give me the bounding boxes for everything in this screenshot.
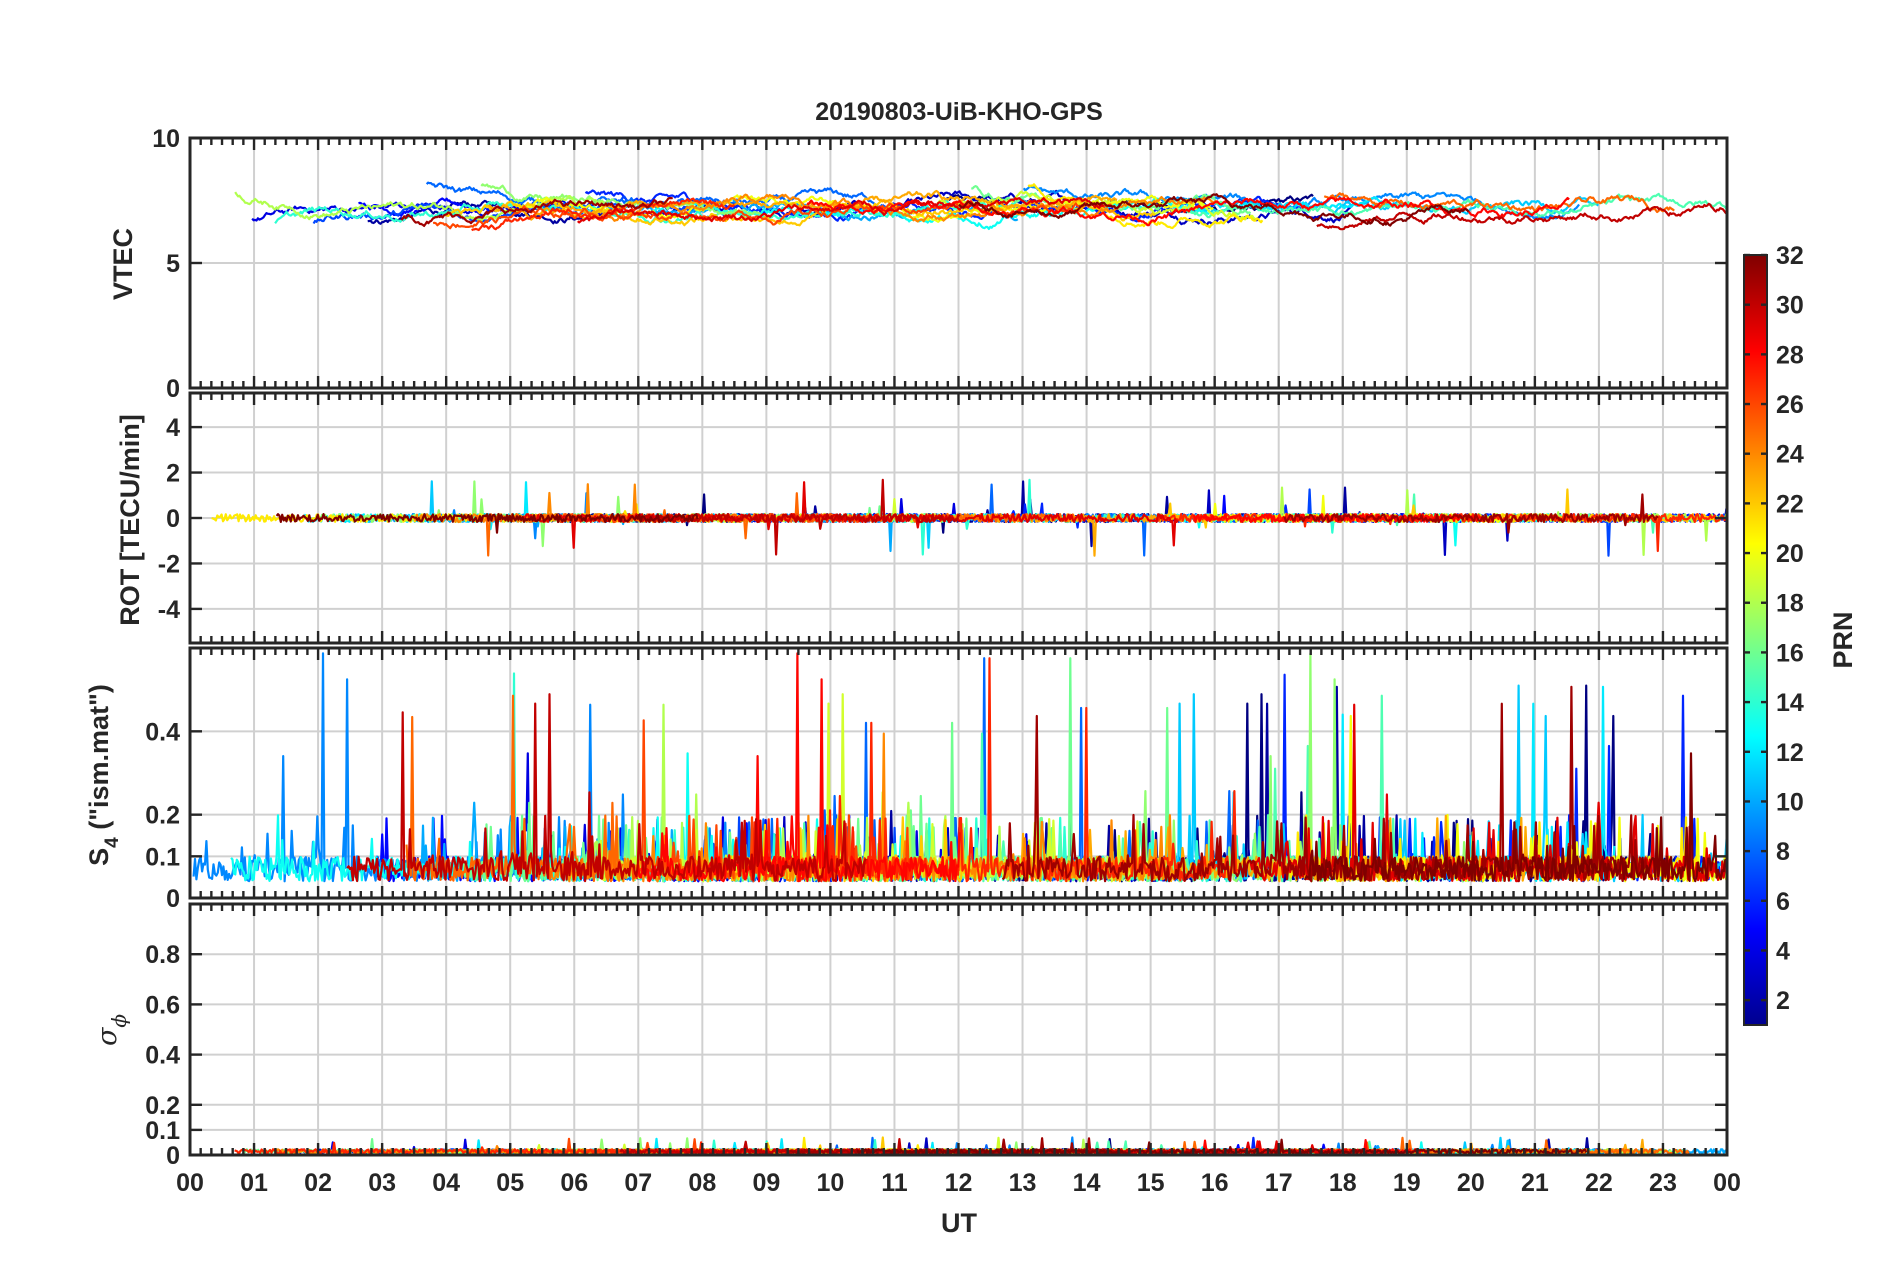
y-tick-label: 0	[166, 505, 180, 533]
x-tick-label: 08	[688, 1169, 716, 1197]
y-tick-label: 0.8	[145, 941, 180, 969]
y-tick-label: 0.4	[145, 1042, 180, 1070]
y-label-sigma-phi: σϕ	[92, 1014, 131, 1046]
x-tick-label: 19	[1393, 1169, 1421, 1197]
colorbar-tick-label: 18	[1776, 590, 1804, 618]
traces	[192, 652, 1729, 883]
y-tick-label: 0.2	[145, 802, 180, 830]
colorbar-tick-label: 20	[1776, 540, 1804, 568]
x-tick-label: 12	[945, 1169, 973, 1197]
colorbar-tick-label: 14	[1776, 689, 1804, 717]
x-tick-label: 01	[240, 1169, 268, 1197]
panel-s4: 0 0.1 0.2 0.4	[145, 646, 1729, 913]
colorbar-tick-label: 28	[1776, 341, 1804, 369]
y-tick-label: 0	[166, 375, 180, 403]
x-tick-label: 21	[1521, 1169, 1549, 1197]
trace-prn-28	[636, 652, 961, 883]
y-label-s4-sub: 4	[102, 837, 123, 848]
trace-prn-11	[1202, 196, 1600, 215]
y-label-vtec: VTEC	[108, 228, 138, 300]
trace-prn-19	[936, 190, 1256, 221]
y-tick-label: -2	[158, 550, 180, 578]
y-tick-label: 0	[166, 885, 180, 913]
trace-prn-24	[591, 193, 1218, 223]
x-tick-label: 04	[432, 1169, 460, 1197]
colorbar-tick-label: 16	[1776, 639, 1804, 667]
y-tick-label: 0	[166, 1142, 180, 1170]
colorbar-tick-label: 10	[1776, 788, 1804, 816]
x-tick-label: 09	[752, 1169, 780, 1197]
y-label-s4-rest: ("ism.mat")	[84, 684, 114, 837]
x-tick-label: 14	[1073, 1169, 1101, 1197]
trace-prn-32	[958, 193, 1470, 227]
colorbar	[1743, 254, 1768, 1026]
trace-prn-27	[748, 657, 1239, 883]
x-tick-label: 15	[1137, 1169, 1165, 1197]
trace-prn-18	[234, 191, 605, 222]
colorbar-tick-label: 8	[1776, 838, 1790, 866]
y-tick-label: 0.1	[145, 843, 180, 871]
trace-prn-31	[400, 196, 673, 227]
x-axis-label: UT	[941, 1208, 977, 1238]
colorbar-tick-label: 12	[1776, 739, 1804, 767]
panel-vtec: 0 5 10	[152, 125, 1729, 403]
y-tick-label: 4	[166, 414, 180, 442]
y-tick-label: 10	[152, 125, 180, 153]
x-tick-label: 10	[817, 1169, 845, 1197]
trace-prn-30	[346, 693, 867, 883]
trace-prn-30	[637, 478, 961, 556]
y-label-sigma-sub: ϕ	[107, 1014, 131, 1028]
colorbar-tick-label: 2	[1776, 987, 1790, 1015]
x-tick-label: 00	[176, 1169, 204, 1197]
y-tick-label: 0.6	[145, 991, 180, 1019]
y-tick-label: 2	[166, 460, 180, 488]
colorbar-tick-label: 30	[1776, 292, 1804, 320]
trace-prn-30	[1316, 202, 1729, 231]
colorbar-tick-label: 32	[1776, 242, 1804, 270]
trace-prn-25	[1323, 192, 1675, 214]
x-tick-label: 16	[1201, 1169, 1229, 1197]
y-tick-label: 0.4	[145, 718, 180, 746]
colorbar-tick-label: 22	[1776, 490, 1804, 518]
x-tick-label: 20	[1457, 1169, 1485, 1197]
colorbar-tick-label: 26	[1776, 391, 1804, 419]
trace-prn-31	[1283, 493, 1659, 534]
trace-prn-31	[1001, 685, 1654, 883]
trace-prn-29	[577, 197, 1105, 224]
y-tick-label: -4	[158, 596, 180, 624]
x-tick-label: 00	[1713, 1169, 1741, 1197]
x-tick-label: 05	[496, 1169, 524, 1197]
y-label-s4-main: S	[84, 848, 114, 866]
x-tick-label: 11	[881, 1169, 908, 1197]
x-tick-label: 07	[624, 1169, 652, 1197]
trace-prn-32	[275, 512, 699, 534]
x-tick-label: 22	[1585, 1169, 1613, 1197]
trace-prn-32	[1303, 752, 1729, 883]
x-tick-label: 06	[560, 1169, 588, 1197]
colorbar-tick-label: 6	[1776, 888, 1790, 916]
y-label-s4: S4 ("ism.mat")	[84, 684, 123, 866]
x-tick-label: 03	[368, 1169, 396, 1197]
y-label-rot: ROT [TECU/min]	[115, 414, 145, 625]
colorbar-tick-label: 4	[1776, 937, 1790, 965]
chart-title: 20190803-UiB-KHO-GPS	[815, 98, 1103, 126]
panel-sigma-phi: 00.10.2 0.4 0.6 0.8 00 01 02 03 04 05 06 07 08 09 10 11…	[145, 902, 1741, 1197]
traces	[234, 181, 1729, 232]
x-tick-label: 17	[1265, 1169, 1293, 1197]
x-tick-label: 13	[1009, 1169, 1037, 1197]
x-tick-label: 02	[304, 1169, 332, 1197]
colorbar-tick-label: 24	[1776, 441, 1804, 469]
x-tick-label: 23	[1649, 1169, 1677, 1197]
y-tick-label: 5	[166, 250, 180, 278]
colorbar-label: PRN	[1828, 611, 1858, 668]
y-tick-label: 0.1	[145, 1117, 180, 1145]
panel-rot: -4 -2 0 2 4	[158, 391, 1729, 645]
x-tick-label: 18	[1329, 1169, 1357, 1197]
traces	[211, 478, 1729, 557]
y-label-sigma-main: σ	[92, 1026, 123, 1046]
y-tick-label: 0.2	[145, 1092, 180, 1120]
